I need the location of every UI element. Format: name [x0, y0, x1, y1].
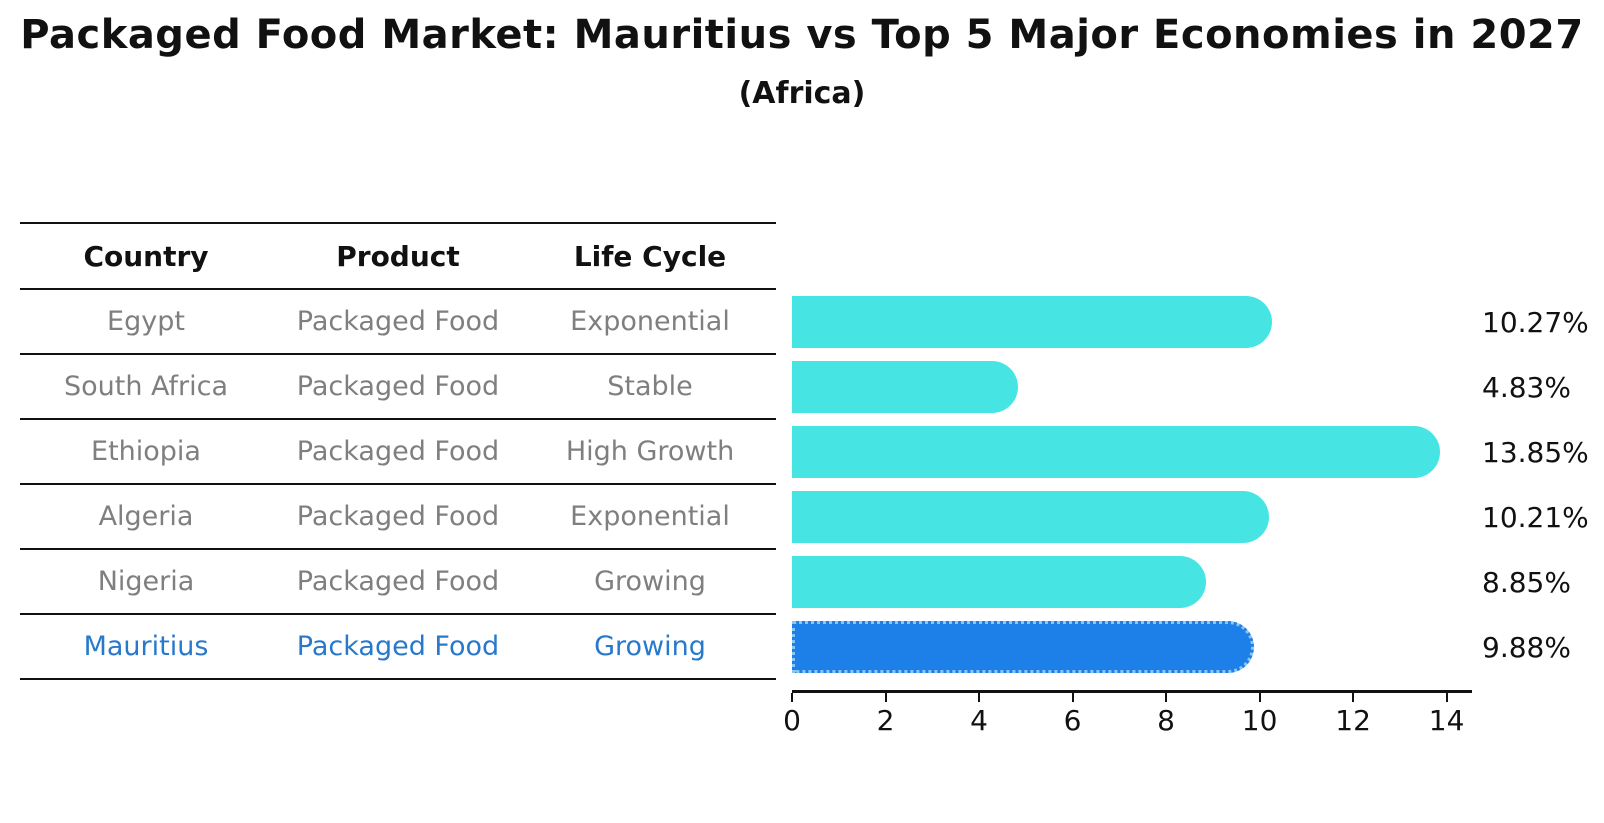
cell-product: Packaged Food — [296, 306, 500, 337]
cell-lifecycle: Exponential — [570, 501, 730, 532]
x-tick-mark — [978, 693, 981, 702]
bar-row: 9.88% — [792, 615, 1571, 680]
cell-product: Packaged Food — [296, 436, 500, 467]
bar-ethiopia — [792, 426, 1440, 478]
table-row: Egypt Packaged Food Exponential — [20, 290, 776, 355]
cell-lifecycle: Growing — [594, 631, 706, 662]
value-label: 13.85% — [1482, 436, 1589, 469]
cell-lifecycle: Exponential — [570, 306, 730, 337]
x-tick-label: 4 — [970, 704, 988, 737]
x-tick-label: 0 — [783, 704, 801, 737]
table-row-highlighted: Mauritius Packaged Food Growing — [20, 615, 776, 680]
country-table: Country Product Life Cycle Egypt Package… — [20, 222, 776, 680]
x-tick-mark — [1165, 693, 1168, 702]
column-header-lifecycle: Life Cycle — [573, 239, 727, 273]
table-header-row: Country Product Life Cycle — [20, 222, 776, 290]
cell-country: Mauritius — [83, 631, 209, 662]
x-tick-mark — [1258, 693, 1261, 702]
x-tick-label: 6 — [1063, 704, 1082, 737]
bar-mauritius-highlighted — [792, 621, 1254, 673]
cell-lifecycle: Growing — [594, 566, 706, 597]
x-tick-label: 12 — [1335, 704, 1371, 737]
x-axis-line — [792, 690, 1472, 693]
table-row: Ethiopia Packaged Food High Growth — [20, 420, 776, 485]
bar-south-africa — [792, 361, 1018, 413]
value-label: 9.88% — [1482, 631, 1571, 664]
bar-chart-plot-area: 10.27% 4.83% 13.85% 10.21% 8.85% 9.88% — [792, 290, 1589, 680]
column-header-product: Product — [336, 239, 460, 273]
cell-country: South Africa — [63, 371, 229, 402]
value-label: 10.27% — [1482, 306, 1589, 339]
x-tick-label: 2 — [876, 704, 895, 737]
bar-algeria — [792, 491, 1269, 543]
value-label: 10.21% — [1482, 501, 1589, 534]
bar-row: 4.83% — [792, 355, 1571, 420]
cell-product: Packaged Food — [296, 371, 500, 402]
cell-country: Algeria — [98, 501, 194, 532]
x-tick-mark — [1071, 693, 1074, 702]
bar-nigeria — [792, 556, 1206, 608]
cell-country: Ethiopia — [91, 436, 201, 467]
x-tick-mark — [1445, 693, 1448, 702]
cell-country: Egypt — [107, 306, 185, 337]
bar-egypt — [792, 296, 1272, 348]
cell-product: Packaged Food — [296, 631, 500, 662]
column-header-country: Country — [83, 239, 209, 273]
value-label: 4.83% — [1482, 371, 1571, 404]
table-row: South Africa Packaged Food Stable — [20, 355, 776, 420]
cell-lifecycle: Stable — [607, 371, 693, 402]
cell-country: Nigeria — [97, 566, 195, 597]
x-tick-mark — [791, 693, 793, 702]
table-row: Algeria Packaged Food Exponential — [20, 485, 776, 550]
bar-row: 10.21% — [792, 485, 1589, 550]
x-tick-mark — [1352, 693, 1355, 702]
cell-lifecycle: High Growth — [565, 436, 735, 467]
cell-product: Packaged Food — [296, 501, 500, 532]
x-tick-label: 8 — [1157, 704, 1175, 737]
bar-row: 8.85% — [792, 550, 1571, 615]
cell-product: Packaged Food — [296, 566, 500, 597]
x-tick-label: 10 — [1241, 704, 1278, 737]
bar-row: 10.27% — [792, 290, 1589, 355]
chart-subtitle: (Africa) — [738, 76, 866, 111]
value-label: 8.85% — [1482, 566, 1571, 599]
chart-title: Packaged Food Market: Mauritius vs Top 5… — [20, 12, 1584, 58]
bar-row: 13.85% — [792, 420, 1589, 485]
table-row: Nigeria Packaged Food Growing — [20, 550, 776, 615]
x-tick-mark — [884, 693, 887, 702]
x-tick-label: 14 — [1428, 704, 1465, 737]
